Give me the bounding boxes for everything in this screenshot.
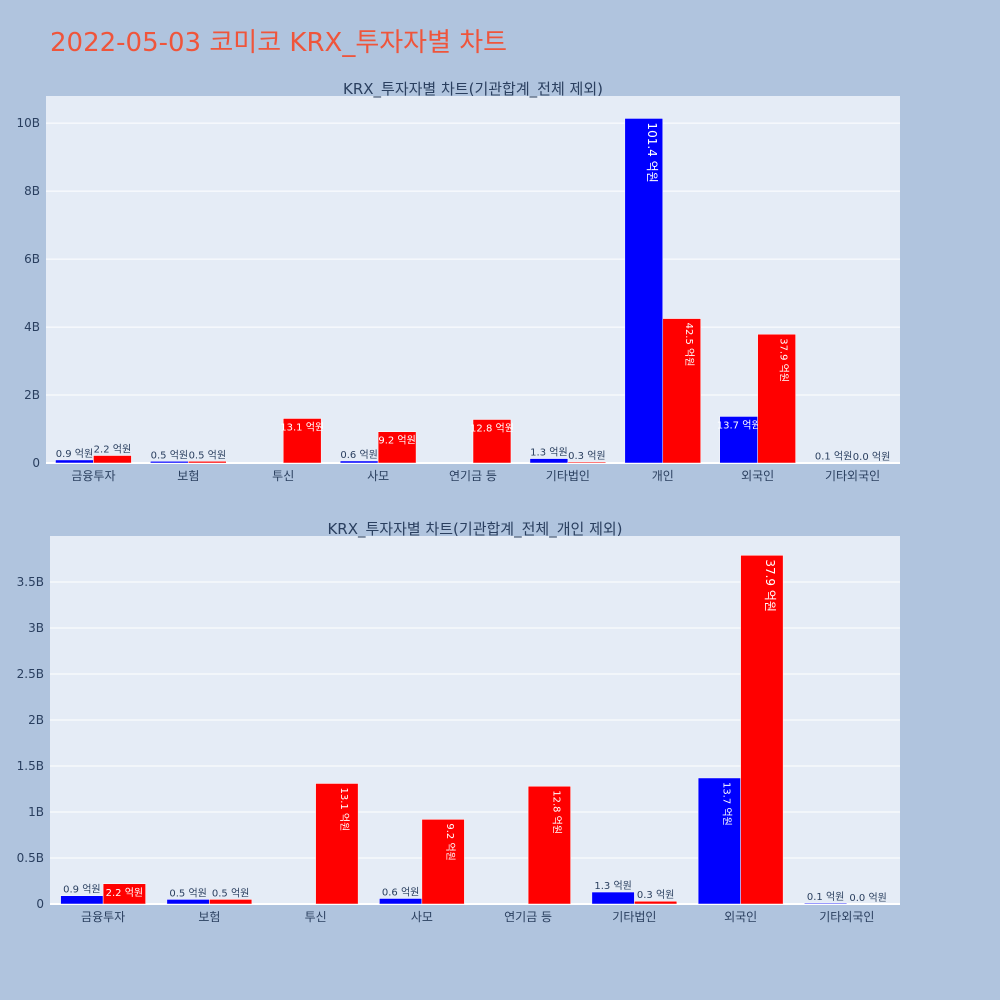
- bar: [188, 461, 227, 464]
- bar-value-label: 0.9 억원: [56, 448, 93, 460]
- y-tick-label: 4B: [24, 320, 40, 334]
- chart-2-svg: 0 0.5B 1B 1.5B 2B 2.5B 3B 3.5B KRX_투자자별 차트(기관합계_…: [17, 520, 900, 924]
- bar: [60, 895, 104, 905]
- x-tick-label: 사모: [367, 469, 389, 483]
- x-tick-label: 금융투자: [71, 469, 115, 483]
- y-tick-label: 3.5B: [17, 575, 44, 589]
- bar: [472, 419, 512, 464]
- bar: [634, 900, 678, 905]
- bar-value-label: 0.9 억원: [63, 884, 100, 896]
- bar: [740, 555, 784, 905]
- bar-value-label: 13.7 억원: [717, 419, 761, 431]
- bar-value-label: 9.2 억원: [378, 435, 415, 447]
- bar-value-label: 12.8 억원: [550, 790, 562, 834]
- bar: [757, 333, 796, 464]
- bar: [662, 318, 701, 464]
- bar-value-label: 0.0 억원: [849, 892, 886, 904]
- y-tick-label: 0: [32, 456, 40, 470]
- bar-value-label: 0.5 억원: [169, 887, 206, 899]
- x-tick-label: 투신: [272, 469, 294, 483]
- bar: [55, 459, 94, 464]
- chart-title: KRX_투자자별 차트(기관합계_전체_개인 제외): [327, 520, 622, 539]
- bar-value-label: 0.0 억원: [853, 451, 890, 463]
- bar: [804, 902, 848, 905]
- bar: [591, 891, 635, 905]
- bar-value-label: 2.2 억원: [106, 887, 143, 899]
- bar: [527, 785, 571, 905]
- x-tick-label: 외국인: [741, 469, 774, 483]
- bar: [377, 431, 417, 464]
- bar: [209, 899, 253, 905]
- bar-value-label: 9.2 억원: [444, 823, 456, 860]
- bar-value-label: 0.3 억원: [637, 889, 674, 901]
- bar-value-label: 101.4 억원: [645, 122, 659, 182]
- bar-value-label: 12.8 억원: [470, 423, 514, 435]
- y-tick-label: 1B: [28, 805, 44, 819]
- bar: [421, 819, 465, 905]
- chart-1-svg: 0 2B 4B 6B 8B 10B KRX_투자자별 차트(기관합계_전체 제외) 금융투자 0…: [16, 80, 900, 483]
- y-tick-label: 0.5B: [17, 851, 44, 865]
- bar-value-label: 0.5 억원: [212, 887, 249, 899]
- x-tick-label: 기타법인: [546, 469, 590, 483]
- bar-value-label: 0.5 억원: [151, 449, 188, 461]
- bar-value-label: 0.3 억원: [568, 450, 605, 462]
- bar-value-label: 1.3 억원: [594, 880, 631, 892]
- chart-title: KRX_투자자별 차트(기관합계_전체 제외): [343, 80, 603, 99]
- chart-without-individuals: 0 0.5B 1B 1.5B 2B 2.5B 3B 3.5B KRX_투자자별 차트(기관합계_…: [0, 500, 1000, 980]
- bar-value-label: 2.2 억원: [94, 444, 131, 456]
- x-tick-label: 연기금 등: [449, 469, 497, 483]
- x-tick-label: 투신: [305, 910, 327, 924]
- y-tick-label: 8B: [24, 184, 40, 198]
- bar-value-label: 0.1 억원: [807, 891, 844, 903]
- y-tick-label: 10B: [16, 116, 40, 130]
- x-tick-label: 기타외국인: [825, 469, 880, 483]
- bar: [567, 461, 607, 464]
- bar-value-label: 13.1 억원: [280, 421, 324, 433]
- y-tick-label: 0: [36, 897, 44, 911]
- page-title: 2022-05-03 코미코 KRX_투자자별 차트: [50, 28, 508, 58]
- x-tick-label: 금융투자: [81, 910, 125, 924]
- bar: [697, 777, 741, 905]
- bar-value-label: 13.1 억원: [338, 787, 350, 831]
- x-tick-label: 연기금 등: [504, 910, 552, 924]
- y-tick-label: 1.5B: [17, 759, 44, 773]
- bar: [529, 458, 569, 464]
- x-tick-label: 외국인: [724, 910, 757, 924]
- bar: [150, 461, 189, 464]
- y-tick-label: 3B: [28, 621, 44, 635]
- bar-value-label: 13.7 억원: [720, 782, 732, 826]
- y-tick-label: 6B: [24, 252, 40, 266]
- bar-value-label: 42.5 억원: [683, 323, 695, 367]
- y-tick-label: 2.5B: [17, 667, 44, 681]
- bar-value-label: 1.3 억원: [530, 447, 567, 459]
- bar: [339, 460, 379, 464]
- bar: [102, 883, 146, 905]
- bar: [719, 416, 758, 464]
- y-tick-label: 2B: [24, 388, 40, 402]
- x-tick-label: 보험: [198, 910, 220, 924]
- bar-value-label: 0.5 억원: [189, 449, 226, 461]
- x-tick-label: 사모: [411, 910, 433, 924]
- bar: [166, 899, 210, 905]
- bar-value-label: 0.6 억원: [340, 449, 377, 461]
- bar-value-label: 37.9 억원: [778, 338, 790, 382]
- bar: [93, 455, 132, 464]
- x-tick-label: 개인: [652, 469, 674, 483]
- x-tick-label: 기타외국인: [819, 910, 874, 924]
- x-tick-label: 보험: [177, 469, 199, 483]
- chart-with-individuals: 0 2B 4B 6B 8B 10B KRX_투자자별 차트(기관합계_전체 제외) 금융투자 0…: [16, 80, 900, 483]
- y-tick-label: 2B: [28, 713, 44, 727]
- bar: [624, 118, 664, 464]
- bar-value-label: 37.9 억원: [763, 559, 777, 612]
- bar: [379, 898, 423, 905]
- x-tick-label: 기타법인: [612, 910, 656, 924]
- bar-value-label: 0.6 억원: [382, 886, 419, 898]
- bar-value-label: 0.1 억원: [815, 451, 852, 463]
- bar: [315, 783, 359, 905]
- bar: [282, 418, 322, 464]
